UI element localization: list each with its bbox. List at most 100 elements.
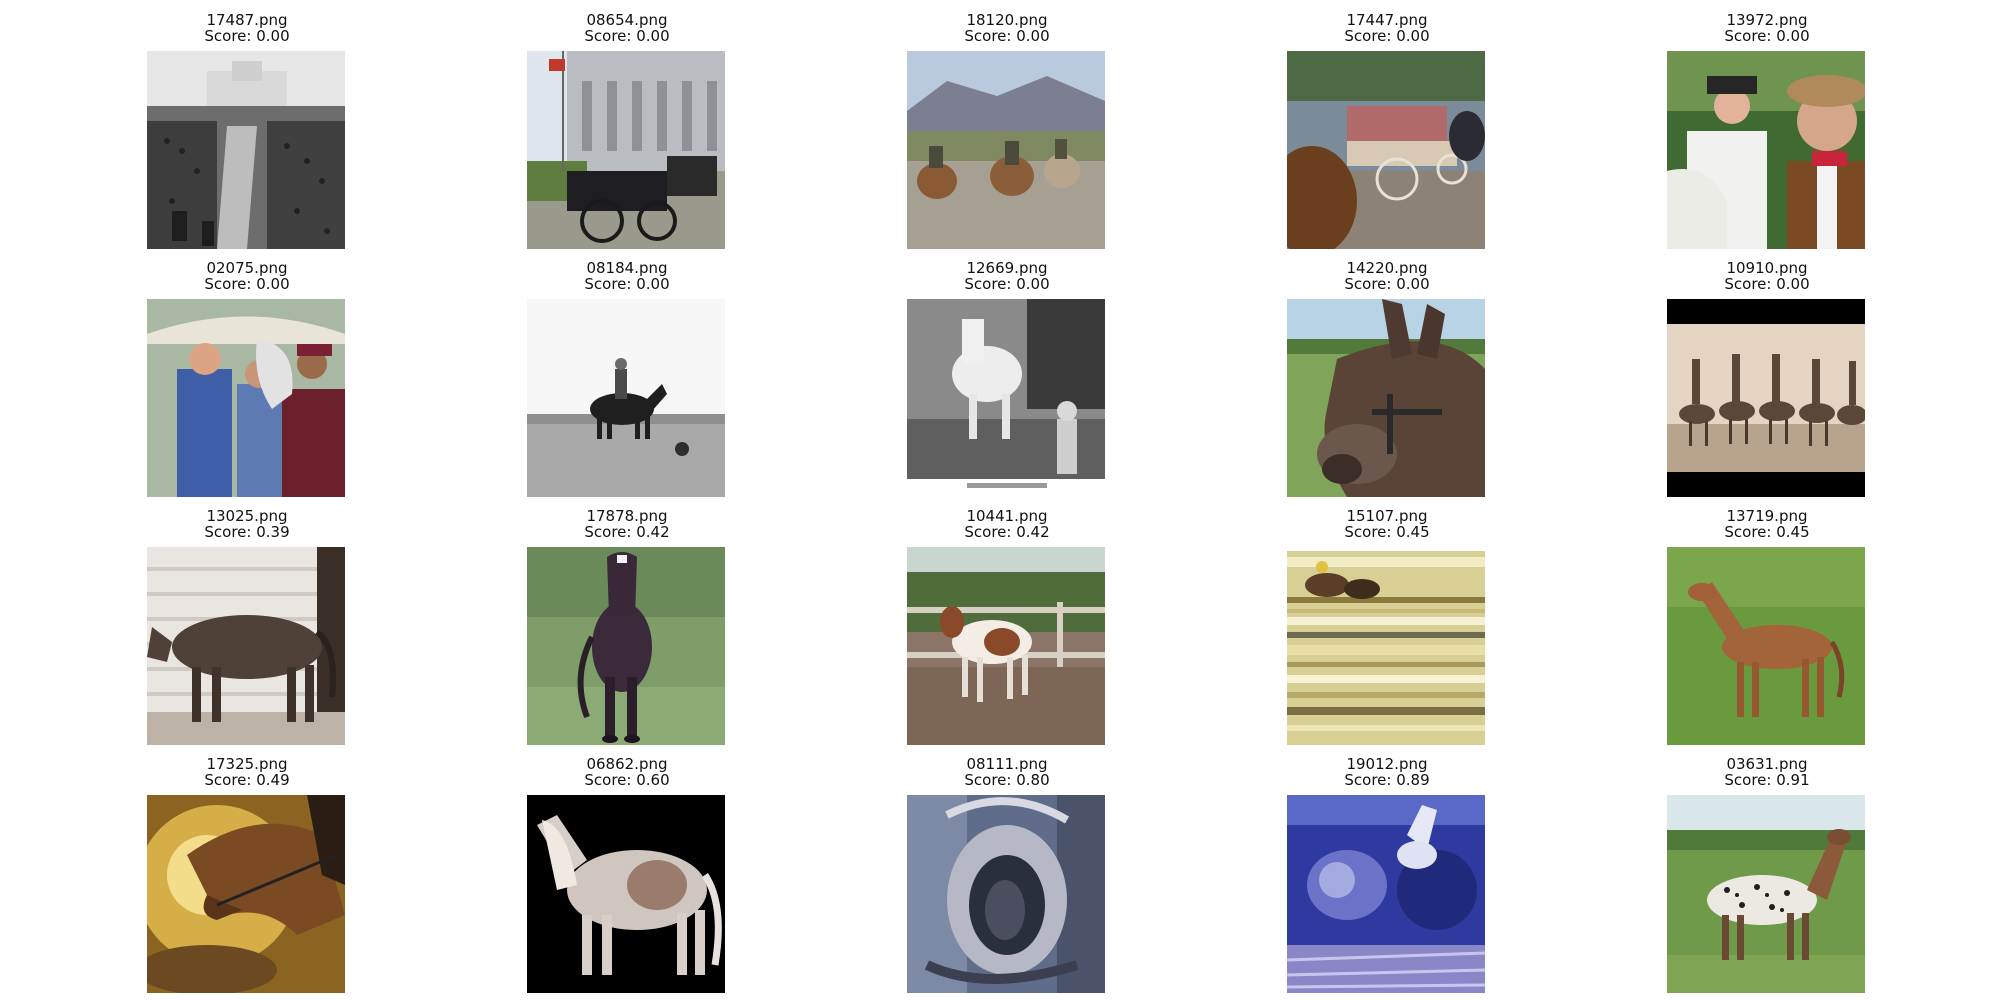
thumbnail-image <box>527 547 725 745</box>
thumbnail-image <box>527 795 725 993</box>
caption: 17447.png Score: 0.00 <box>1257 12 1517 44</box>
file-name: 13025.png <box>206 507 288 525</box>
caption: 17325.png Score: 0.49 <box>117 756 377 788</box>
caption: 08654.png Score: 0.00 <box>497 12 757 44</box>
thumbnail-image <box>147 299 345 497</box>
score-label: Score: 0.00 <box>1724 275 1810 293</box>
caption: 02075.png Score: 0.00 <box>117 260 377 292</box>
caption: 14220.png Score: 0.00 <box>1257 260 1517 292</box>
caption: 03631.png Score: 0.91 <box>1637 756 1897 788</box>
file-name: 15107.png <box>1346 507 1428 525</box>
score-label: Score: 0.00 <box>204 27 290 45</box>
caption: 15107.png Score: 0.45 <box>1257 508 1517 540</box>
score-label: Score: 0.39 <box>204 523 290 541</box>
thumbnail-image <box>1287 51 1485 249</box>
file-name: 10910.png <box>1726 259 1808 277</box>
file-name: 03631.png <box>1726 755 1808 773</box>
file-name: 10441.png <box>966 507 1048 525</box>
file-name: 17487.png <box>206 11 288 29</box>
thumbnail-image <box>1667 795 1865 993</box>
thumbnail-image <box>907 299 1105 497</box>
grid-item: 10910.png Score: 0.00 <box>1637 248 1897 498</box>
file-name: 12669.png <box>966 259 1048 277</box>
grid-item: 18120.png Score: 0.00 <box>877 0 1137 250</box>
score-label: Score: 0.00 <box>964 27 1050 45</box>
grid-item: 10441.png Score: 0.42 <box>877 496 1137 746</box>
grid-item: 17487.png Score: 0.00 <box>117 0 377 250</box>
score-label: Score: 0.45 <box>1344 523 1430 541</box>
score-label: Score: 0.00 <box>584 27 670 45</box>
grid-item: 17878.png Score: 0.42 <box>497 496 757 746</box>
grid-item: 02075.png Score: 0.00 <box>117 248 377 498</box>
file-name: 08654.png <box>586 11 668 29</box>
grid-item: 14220.png Score: 0.00 <box>1257 248 1517 498</box>
grid-item: 06862.png Score: 0.60 <box>497 744 757 994</box>
thumbnail-image <box>907 51 1105 249</box>
score-label: Score: 0.91 <box>1724 771 1810 789</box>
score-label: Score: 0.00 <box>584 275 670 293</box>
score-label: Score: 0.42 <box>584 523 670 541</box>
caption: 13719.png Score: 0.45 <box>1637 508 1897 540</box>
thumbnail-image <box>147 547 345 745</box>
score-label: Score: 0.00 <box>964 275 1050 293</box>
score-label: Score: 0.45 <box>1724 523 1810 541</box>
score-label: Score: 0.60 <box>584 771 670 789</box>
thumbnail-image <box>527 299 725 497</box>
grid-item: 13025.png Score: 0.39 <box>117 496 377 746</box>
thumbnail-image <box>1287 299 1485 497</box>
thumbnail-image <box>527 51 725 249</box>
file-name: 17878.png <box>586 507 668 525</box>
file-name: 14220.png <box>1346 259 1428 277</box>
file-name: 13972.png <box>1726 11 1808 29</box>
file-name: 06862.png <box>586 755 668 773</box>
caption: 17487.png Score: 0.00 <box>117 12 377 44</box>
grid-item: 08111.png Score: 0.80 <box>877 744 1137 994</box>
thumbnail-image <box>1667 547 1865 745</box>
score-label: Score: 0.00 <box>1344 27 1430 45</box>
caption: 12669.png Score: 0.00 <box>877 260 1137 292</box>
thumbnail-image <box>147 51 345 249</box>
score-label: Score: 0.00 <box>1724 27 1810 45</box>
score-label: Score: 0.49 <box>204 771 290 789</box>
grid-item: 17447.png Score: 0.00 <box>1257 0 1517 250</box>
caption: 08184.png Score: 0.00 <box>497 260 757 292</box>
grid-item: 15107.png Score: 0.45 <box>1257 496 1517 746</box>
thumbnail-image <box>1667 51 1865 249</box>
grid-item: 03631.png Score: 0.91 <box>1637 744 1897 994</box>
caption: 19012.png Score: 0.89 <box>1257 756 1517 788</box>
file-name: 13719.png <box>1726 507 1808 525</box>
caption: 06862.png Score: 0.60 <box>497 756 757 788</box>
grid-item: 13972.png Score: 0.00 <box>1637 0 1897 250</box>
caption: 13972.png Score: 0.00 <box>1637 12 1897 44</box>
file-name: 17325.png <box>206 755 288 773</box>
file-name: 18120.png <box>966 11 1048 29</box>
grid-item: 13719.png Score: 0.45 <box>1637 496 1897 746</box>
thumbnail-image <box>1667 299 1865 497</box>
caption: 17878.png Score: 0.42 <box>497 508 757 540</box>
file-name: 19012.png <box>1346 755 1428 773</box>
caption: 08111.png Score: 0.80 <box>877 756 1137 788</box>
score-label: Score: 0.00 <box>1344 275 1430 293</box>
file-name: 08184.png <box>586 259 668 277</box>
thumbnail-image <box>1287 795 1485 993</box>
grid-item: 12669.png Score: 0.00 <box>877 248 1137 498</box>
thumbnail-image <box>907 547 1105 745</box>
score-label: Score: 0.42 <box>964 523 1050 541</box>
grid-item: 17325.png Score: 0.49 <box>117 744 377 994</box>
caption: 10441.png Score: 0.42 <box>877 508 1137 540</box>
caption: 18120.png Score: 0.00 <box>877 12 1137 44</box>
file-name: 02075.png <box>206 259 288 277</box>
thumbnail-image <box>907 795 1105 993</box>
score-label: Score: 0.80 <box>964 771 1050 789</box>
thumbnail-image <box>147 795 345 993</box>
grid-item: 19012.png Score: 0.89 <box>1257 744 1517 994</box>
grid-item: 08184.png Score: 0.00 <box>497 248 757 498</box>
grid-item: 08654.png Score: 0.00 <box>497 0 757 250</box>
score-label: Score: 0.00 <box>204 275 290 293</box>
caption: 10910.png Score: 0.00 <box>1637 260 1897 292</box>
score-label: Score: 0.89 <box>1344 771 1430 789</box>
caption: 13025.png Score: 0.39 <box>117 508 377 540</box>
thumbnail-image <box>1287 547 1485 745</box>
file-name: 08111.png <box>966 755 1048 773</box>
